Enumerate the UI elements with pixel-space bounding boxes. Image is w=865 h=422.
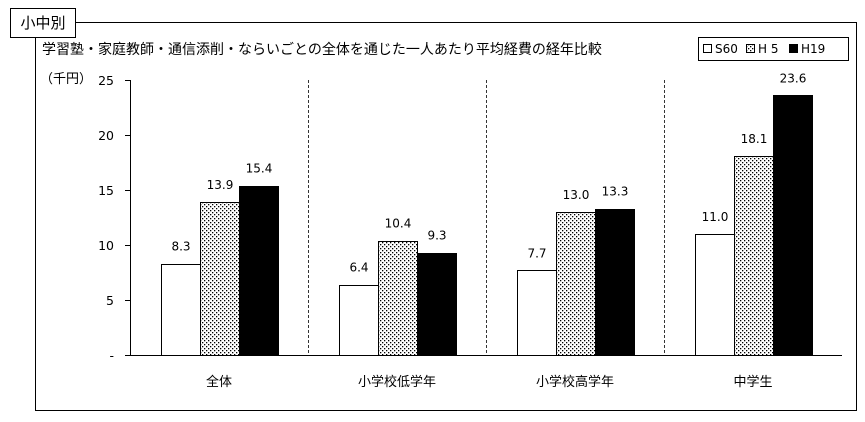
x-category-label: 中学生	[733, 374, 772, 390]
y-tick-label: 20	[98, 128, 114, 143]
bar-s60-category-2	[339, 285, 379, 356]
y-tick-label: 5	[106, 293, 114, 308]
bar-h19-category-1	[239, 186, 279, 356]
bar-h5-category-4	[734, 156, 774, 356]
bar-h19-category-2	[417, 253, 457, 356]
bar-h5-category-2	[378, 241, 418, 356]
chart-frame	[35, 22, 857, 411]
data-label-h19-category-2: 9.3	[427, 229, 446, 243]
chart-title: 学習塾・家庭教師・通信添削・ならいごとの全体を通じた一人あたり平均経費の経年比較	[42, 42, 602, 58]
data-label-h5-category-1: 13.9	[207, 178, 234, 192]
legend-swatch-s60	[703, 44, 712, 53]
data-label-s60-category-4: 11.0	[702, 210, 729, 224]
legend-label-h19: H19	[801, 42, 825, 56]
legend-label-s60: S60	[715, 42, 738, 56]
legend-box	[698, 37, 849, 61]
y-tick-label: 15	[98, 183, 114, 198]
legend-label-h5: H 5	[758, 42, 778, 56]
legend-swatch-h5	[746, 44, 755, 53]
section-tab-label: 小中別	[20, 14, 66, 32]
x-category-label: 小学校高学年	[536, 374, 614, 390]
bar-s60-category-3	[517, 270, 557, 356]
section-tab: 小中別	[10, 8, 76, 38]
bar-h19-category-4	[773, 95, 813, 356]
y-axis-label: （千円）	[40, 72, 93, 87]
data-label-h19-category-4: 23.6	[780, 71, 807, 85]
bar-h5-category-3	[556, 212, 596, 356]
data-label-s60-category-3: 7.7	[527, 246, 546, 260]
bar-s60-category-4	[695, 234, 735, 356]
data-label-h5-category-4: 18.1	[741, 132, 768, 146]
x-category-label: 小学校低学年	[358, 374, 436, 390]
data-label-h5-category-2: 10.4	[385, 217, 412, 231]
bar-h5-category-1	[200, 202, 240, 356]
bar-h19-category-3	[595, 209, 635, 356]
data-label-h5-category-3: 13.0	[563, 188, 590, 202]
data-label-h19-category-3: 13.3	[602, 185, 629, 199]
bar-s60-category-1	[161, 264, 201, 356]
y-tick-label: 10	[98, 238, 114, 253]
x-category-label: 全体	[206, 374, 232, 390]
data-label-s60-category-2: 6.4	[349, 261, 368, 275]
legend-swatch-h19	[789, 44, 798, 53]
data-label-h19-category-1: 15.4	[246, 162, 273, 176]
data-label-s60-category-1: 8.3	[171, 240, 190, 254]
y-tick-label: -	[109, 348, 114, 363]
y-tick-label: 25	[98, 73, 114, 88]
